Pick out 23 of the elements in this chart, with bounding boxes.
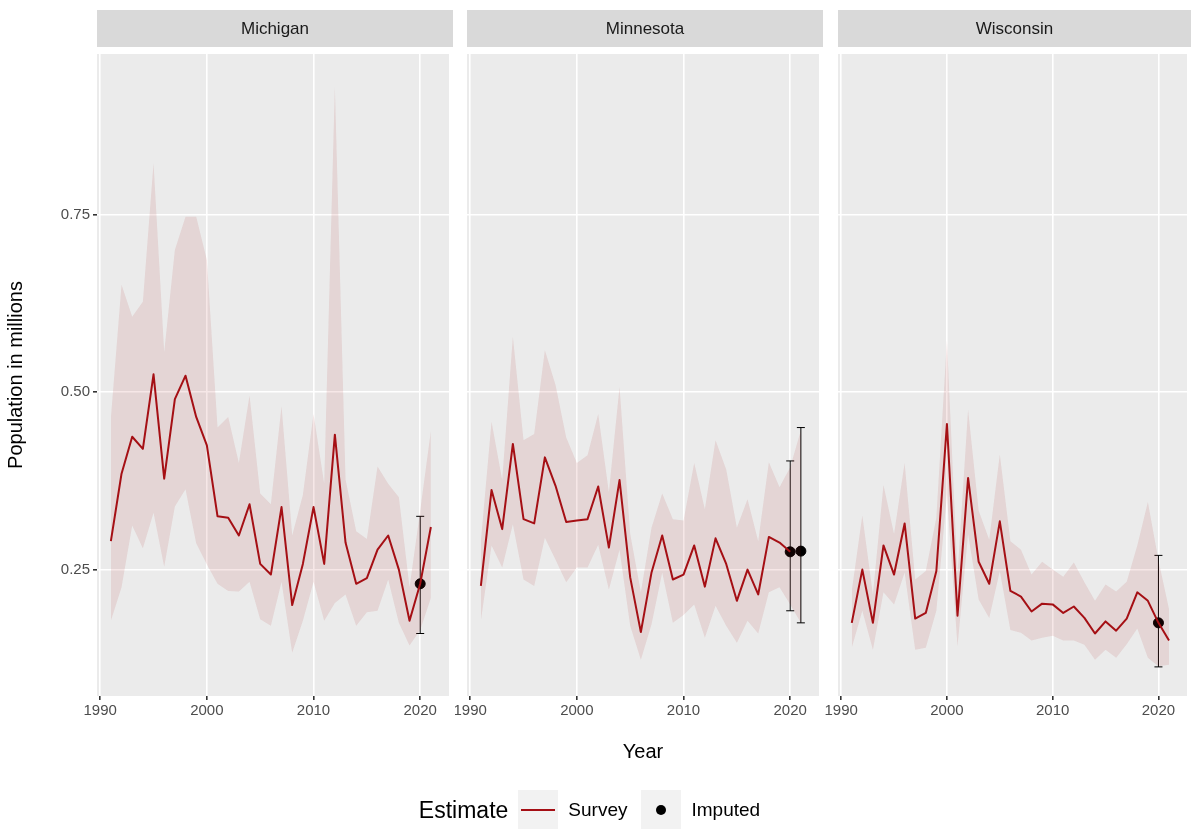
legend-title: Estimate (418, 796, 509, 824)
chart-title: Michigan (97, 10, 453, 47)
y-tick-label: 0.50 (60, 382, 90, 400)
y-tick-label: 0.25 (60, 559, 90, 577)
x-tick-label: 2020 (403, 701, 437, 719)
y-tick-label: 0.75 (60, 204, 90, 222)
x-tick-label: 2010 (666, 701, 701, 719)
legend-label: Survey (568, 799, 628, 821)
x-tick-label: 2020 (1141, 701, 1176, 719)
x-axis-title: Year (622, 739, 664, 762)
x-tick-label: 1990 (453, 701, 487, 719)
x-tick-label: 1990 (824, 701, 858, 719)
chart-title: Minnesota (467, 10, 823, 47)
x-tick-label: 2000 (560, 701, 594, 719)
x-tick-label: 1990 (83, 701, 117, 719)
x-tick-label: 2010 (1036, 701, 1070, 719)
x-tick-label: 2020 (773, 701, 807, 719)
x-tick-label: 2000 (190, 701, 224, 719)
x-tick-label: 2000 (930, 701, 964, 719)
chart-title: Wisconsin (838, 10, 1191, 47)
legend-label: Imputed (691, 799, 761, 821)
y-axis-title: Population in millions (3, 281, 26, 469)
x-tick-label: 2010 (296, 701, 331, 719)
